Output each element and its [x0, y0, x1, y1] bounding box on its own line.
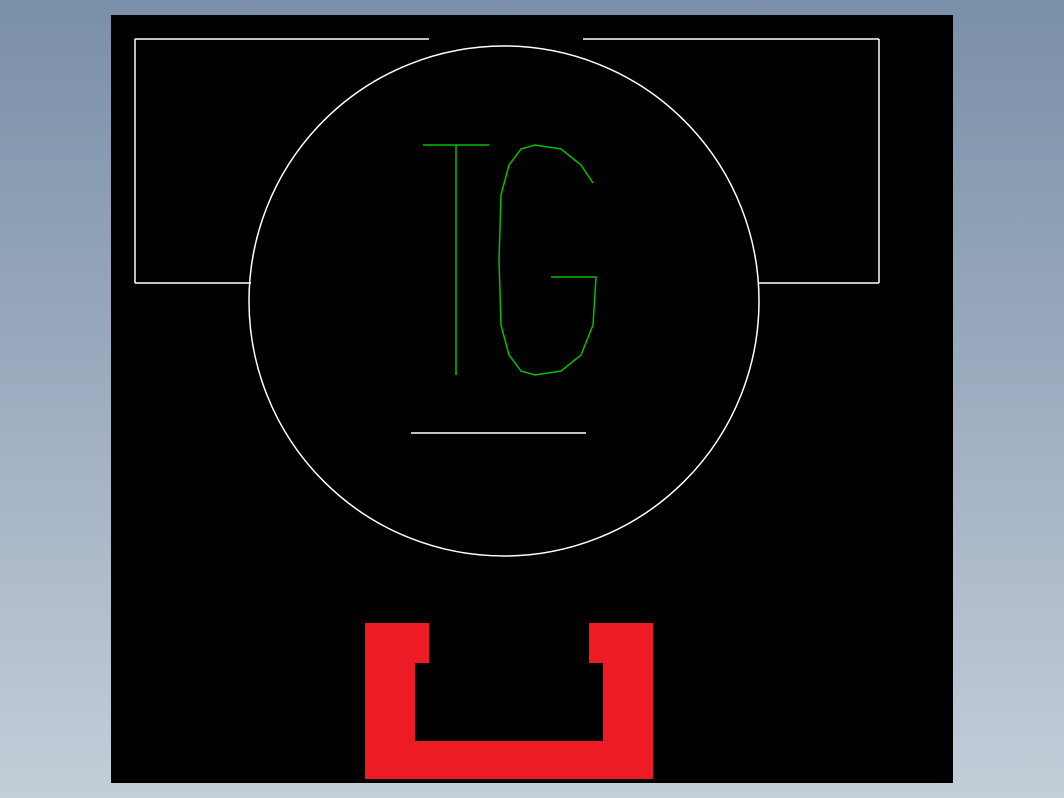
- top-bracket: [135, 39, 879, 283]
- diagram-svg: [111, 15, 953, 783]
- label-tg: [423, 145, 596, 375]
- diagram-canvas: [111, 15, 953, 783]
- letter-g: [499, 145, 596, 375]
- red-u-shape: [365, 623, 653, 779]
- main-circle: [249, 46, 759, 556]
